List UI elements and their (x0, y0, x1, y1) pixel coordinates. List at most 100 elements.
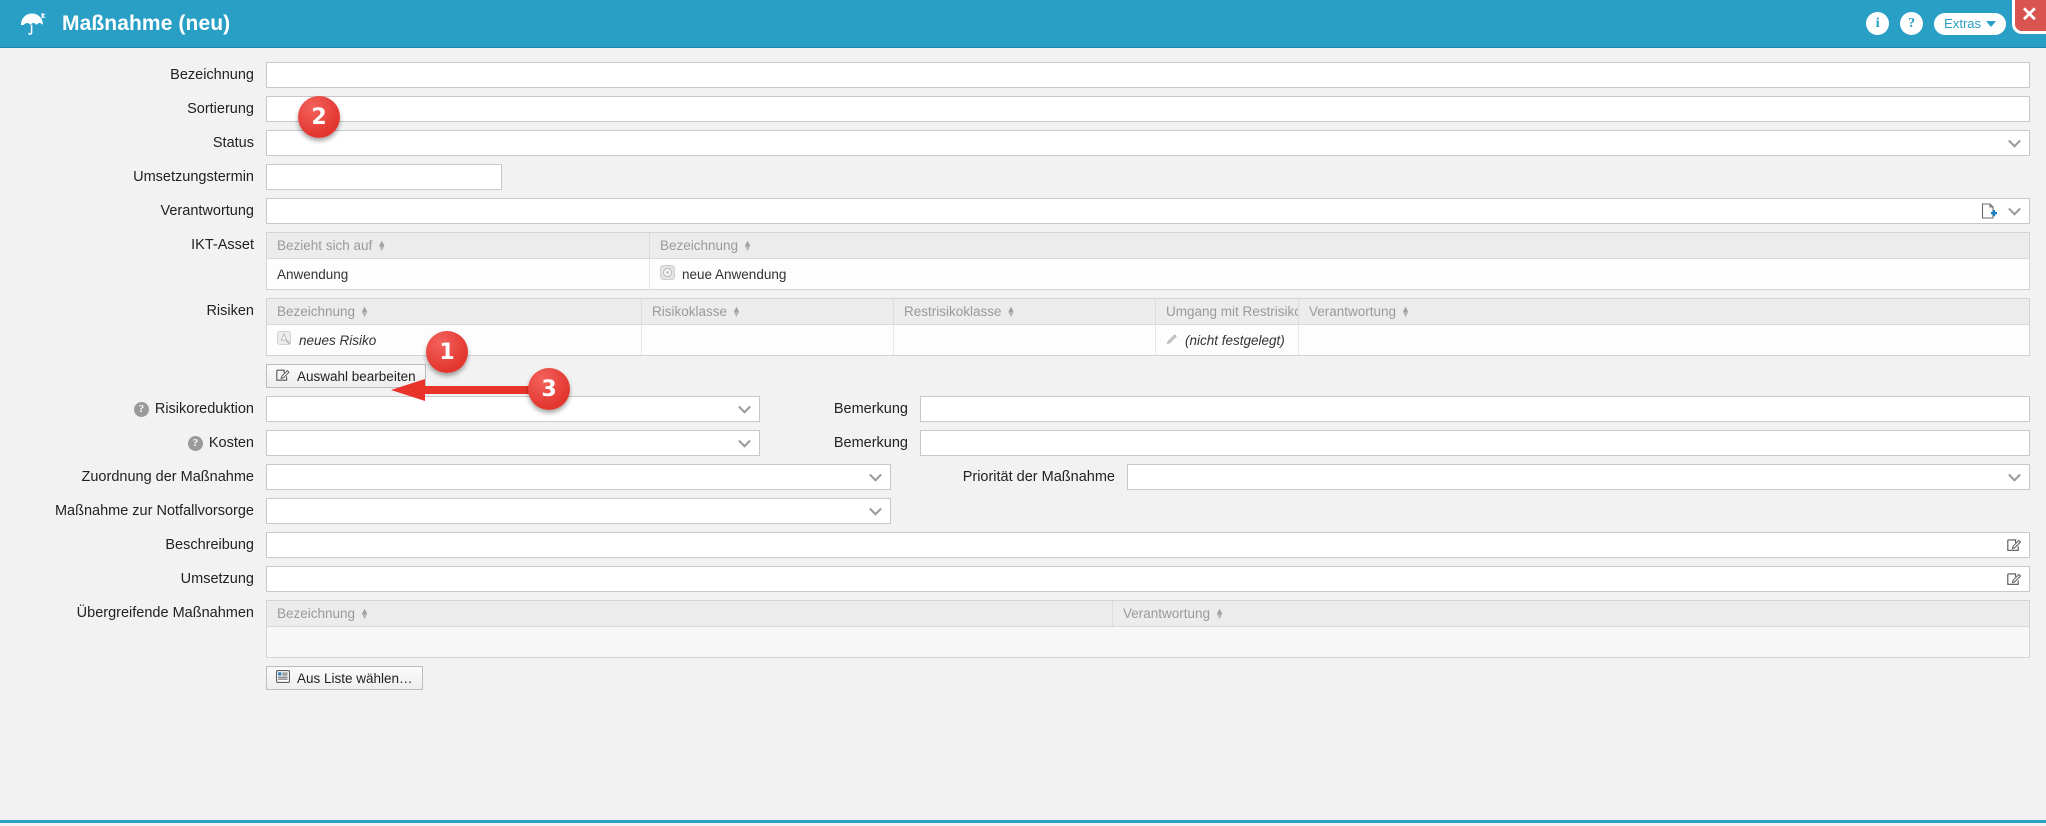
close-button[interactable]: ✕ (2012, 0, 2046, 34)
cell-bezeichnung: neues Risiko (267, 325, 642, 355)
table-row[interactable]: neues Risiko (nicht festgelegt) (267, 325, 2029, 355)
cell-text: neues Risiko (299, 332, 377, 348)
cell-bezieht-sich-auf: Anwendung (267, 259, 650, 289)
chevron-down-icon (738, 434, 751, 448)
label-status: Status (212, 135, 254, 151)
row-kosten: ? Kosten Bemerkung (16, 430, 2030, 456)
info-icon[interactable]: i (1866, 12, 1890, 35)
row-ikt-asset: IKT-Asset Bezieht sich auf ▲ ▼ Bezeichnun… (16, 232, 2030, 290)
cell-bezeichnung: neue Anwendung (650, 259, 2029, 289)
annotation-arrow-icon (385, 375, 540, 410)
cell-risikoklasse (642, 325, 894, 355)
column-header-restrisikoklasse[interactable]: Restrisikoklasse ▲ ▼ (894, 299, 1156, 324)
column-label: Verantwortung (1123, 606, 1211, 621)
layout-spacer (16, 666, 266, 690)
bemerkung-2-input[interactable] (920, 430, 2030, 456)
column-label: Bezeichnung (277, 606, 356, 621)
table-row[interactable]: Anwendung neue Anwendung (267, 259, 2029, 289)
label-bemerkung-1: Bemerkung (833, 401, 908, 417)
verantwortung-input[interactable] (266, 198, 2030, 224)
bemerkung-1-input[interactable] (920, 396, 2030, 422)
label-bemerkung-2: Bemerkung (833, 435, 908, 451)
chevron-down-icon (2008, 468, 2021, 482)
kosten-select[interactable] (266, 430, 760, 456)
chevron-down-icon (869, 468, 882, 482)
sort-arrows-icon: ▲ ▼ (1215, 605, 1224, 621)
column-label: Bezieht sich auf (277, 238, 373, 253)
bezeichnung-input[interactable] (266, 62, 2030, 88)
row-verantwortung: Verantwortung (16, 198, 2030, 224)
button-label: Aus Liste wählen… (297, 670, 413, 686)
extras-dropdown-button[interactable]: Extras (1934, 12, 2006, 35)
label-text: Risikoreduktion (154, 401, 254, 417)
annotation-badge-1: 1 (426, 331, 468, 373)
help-icon[interactable]: ? (133, 401, 149, 417)
umbrella-icon (18, 11, 48, 37)
annotation-badge-2: 2 (298, 96, 340, 138)
umsetzung-input[interactable] (266, 566, 2030, 592)
column-header-bezeichnung[interactable]: Bezeichnung ▲ ▼ (267, 601, 1113, 626)
beschreibung-input[interactable] (266, 532, 2030, 558)
column-label: Umgang mit Restrisiko (1166, 304, 1299, 319)
row-umsetzung: Umsetzung (16, 566, 2030, 592)
window-titlebar: Maßnahme (neu) i ? Extras ✕ (0, 0, 2046, 48)
chevron-down-icon[interactable] (2008, 202, 2021, 216)
column-header-verantwortung[interactable]: Verantwortung ▲ ▼ (1113, 601, 2029, 626)
edit-icon[interactable] (2007, 572, 2022, 587)
chevron-down-icon (738, 400, 751, 414)
column-label: Bezeichnung (660, 238, 739, 253)
row-sortierung: Sortierung (16, 96, 2030, 122)
window-title: Maßnahme (neu) (62, 11, 231, 35)
label-umsetzungstermin: Umsetzungstermin (133, 169, 254, 185)
notfallvorsorge-select[interactable] (266, 498, 891, 524)
label-ikt-asset: IKT-Asset (191, 237, 254, 253)
umsetzungstermin-input[interactable] (266, 164, 502, 190)
new-document-icon[interactable] (1980, 203, 1998, 220)
label-risiken: Risiken (206, 303, 254, 319)
row-zuordnung: Zuordnung der Maßnahme Priorität der Maß… (16, 464, 2030, 490)
row-umsetzungstermin: Umsetzungstermin (16, 164, 2030, 190)
extras-label: Extras (1944, 16, 1981, 31)
column-header-umgang-mit-restrisiko[interactable]: Umgang mit Restrisiko ▲▼ (1156, 299, 1299, 324)
measure-form: Bezeichnung Sortierung Status Umsetzungs… (0, 48, 2046, 823)
row-risikoreduktion: ? Risikoreduktion Bemerkung (16, 396, 2030, 422)
list-icon (276, 670, 290, 686)
column-header-risikoklasse[interactable]: Risikoklasse ▲ ▼ (642, 299, 894, 324)
uebergreifende-table-empty-body (267, 627, 2029, 657)
column-label: Restrisikoklasse (904, 304, 1002, 319)
column-header-verantwortung[interactable]: Verantwortung ▲ ▼ (1299, 299, 2029, 324)
auswahl-bearbeiten-button[interactable]: Auswahl bearbeiten (266, 364, 426, 388)
prioritaet-select[interactable] (1127, 464, 2030, 490)
row-status: Status (16, 130, 2030, 156)
layout-spacer (16, 364, 266, 388)
status-select[interactable] (266, 130, 2030, 156)
cell-verantwortung (1299, 325, 2029, 355)
label-prioritaet: Priorität der Maßnahme (962, 469, 1115, 485)
column-header-bezieht-sich-auf[interactable]: Bezieht sich auf ▲ ▼ (267, 233, 650, 258)
pencil-icon[interactable] (1166, 333, 1178, 348)
edit-selection-icon (276, 368, 290, 385)
chevron-down-icon (2008, 134, 2021, 148)
ikt-asset-table-header: Bezieht sich auf ▲ ▼ Bezeichnung ▲ ▼ (267, 233, 2029, 259)
help-icon[interactable]: ? (1900, 12, 1924, 35)
sortierung-input[interactable] (266, 96, 2030, 122)
zuordnung-select[interactable] (266, 464, 891, 490)
uebergreifende-massnahmen-table: Bezeichnung ▲ ▼ Verantwortung ▲ ▼ (266, 600, 2030, 658)
chevron-down-icon (1986, 20, 1996, 27)
column-label: Bezeichnung (277, 304, 356, 319)
label-bezeichnung: Bezeichnung (170, 67, 254, 83)
row-risiken: Risiken Bezeichnung ▲ ▼ Risikoklasse ▲ ▼ R… (16, 298, 2030, 356)
label-text: Kosten (208, 435, 254, 451)
row-notfallvorsorge: Maßnahme zur Notfallvorsorge (16, 498, 2030, 524)
column-header-bezeichnung[interactable]: Bezeichnung ▲ ▼ (650, 233, 2029, 258)
risk-icon (277, 331, 292, 349)
help-icon[interactable]: ? (187, 435, 203, 451)
label-beschreibung: Beschreibung (165, 537, 254, 553)
uebergreifende-table-header: Bezeichnung ▲ ▼ Verantwortung ▲ ▼ (267, 601, 2029, 627)
row-auswahl-bearbeiten: Auswahl bearbeiten (16, 364, 2030, 388)
edit-icon[interactable] (2007, 538, 2022, 553)
sort-arrows-icon: ▲ ▼ (743, 237, 752, 253)
column-header-bezeichnung[interactable]: Bezeichnung ▲ ▼ (267, 299, 642, 324)
risikoreduktion-select[interactable] (266, 396, 760, 422)
aus-liste-waehlen-button[interactable]: Aus Liste wählen… (266, 666, 423, 690)
